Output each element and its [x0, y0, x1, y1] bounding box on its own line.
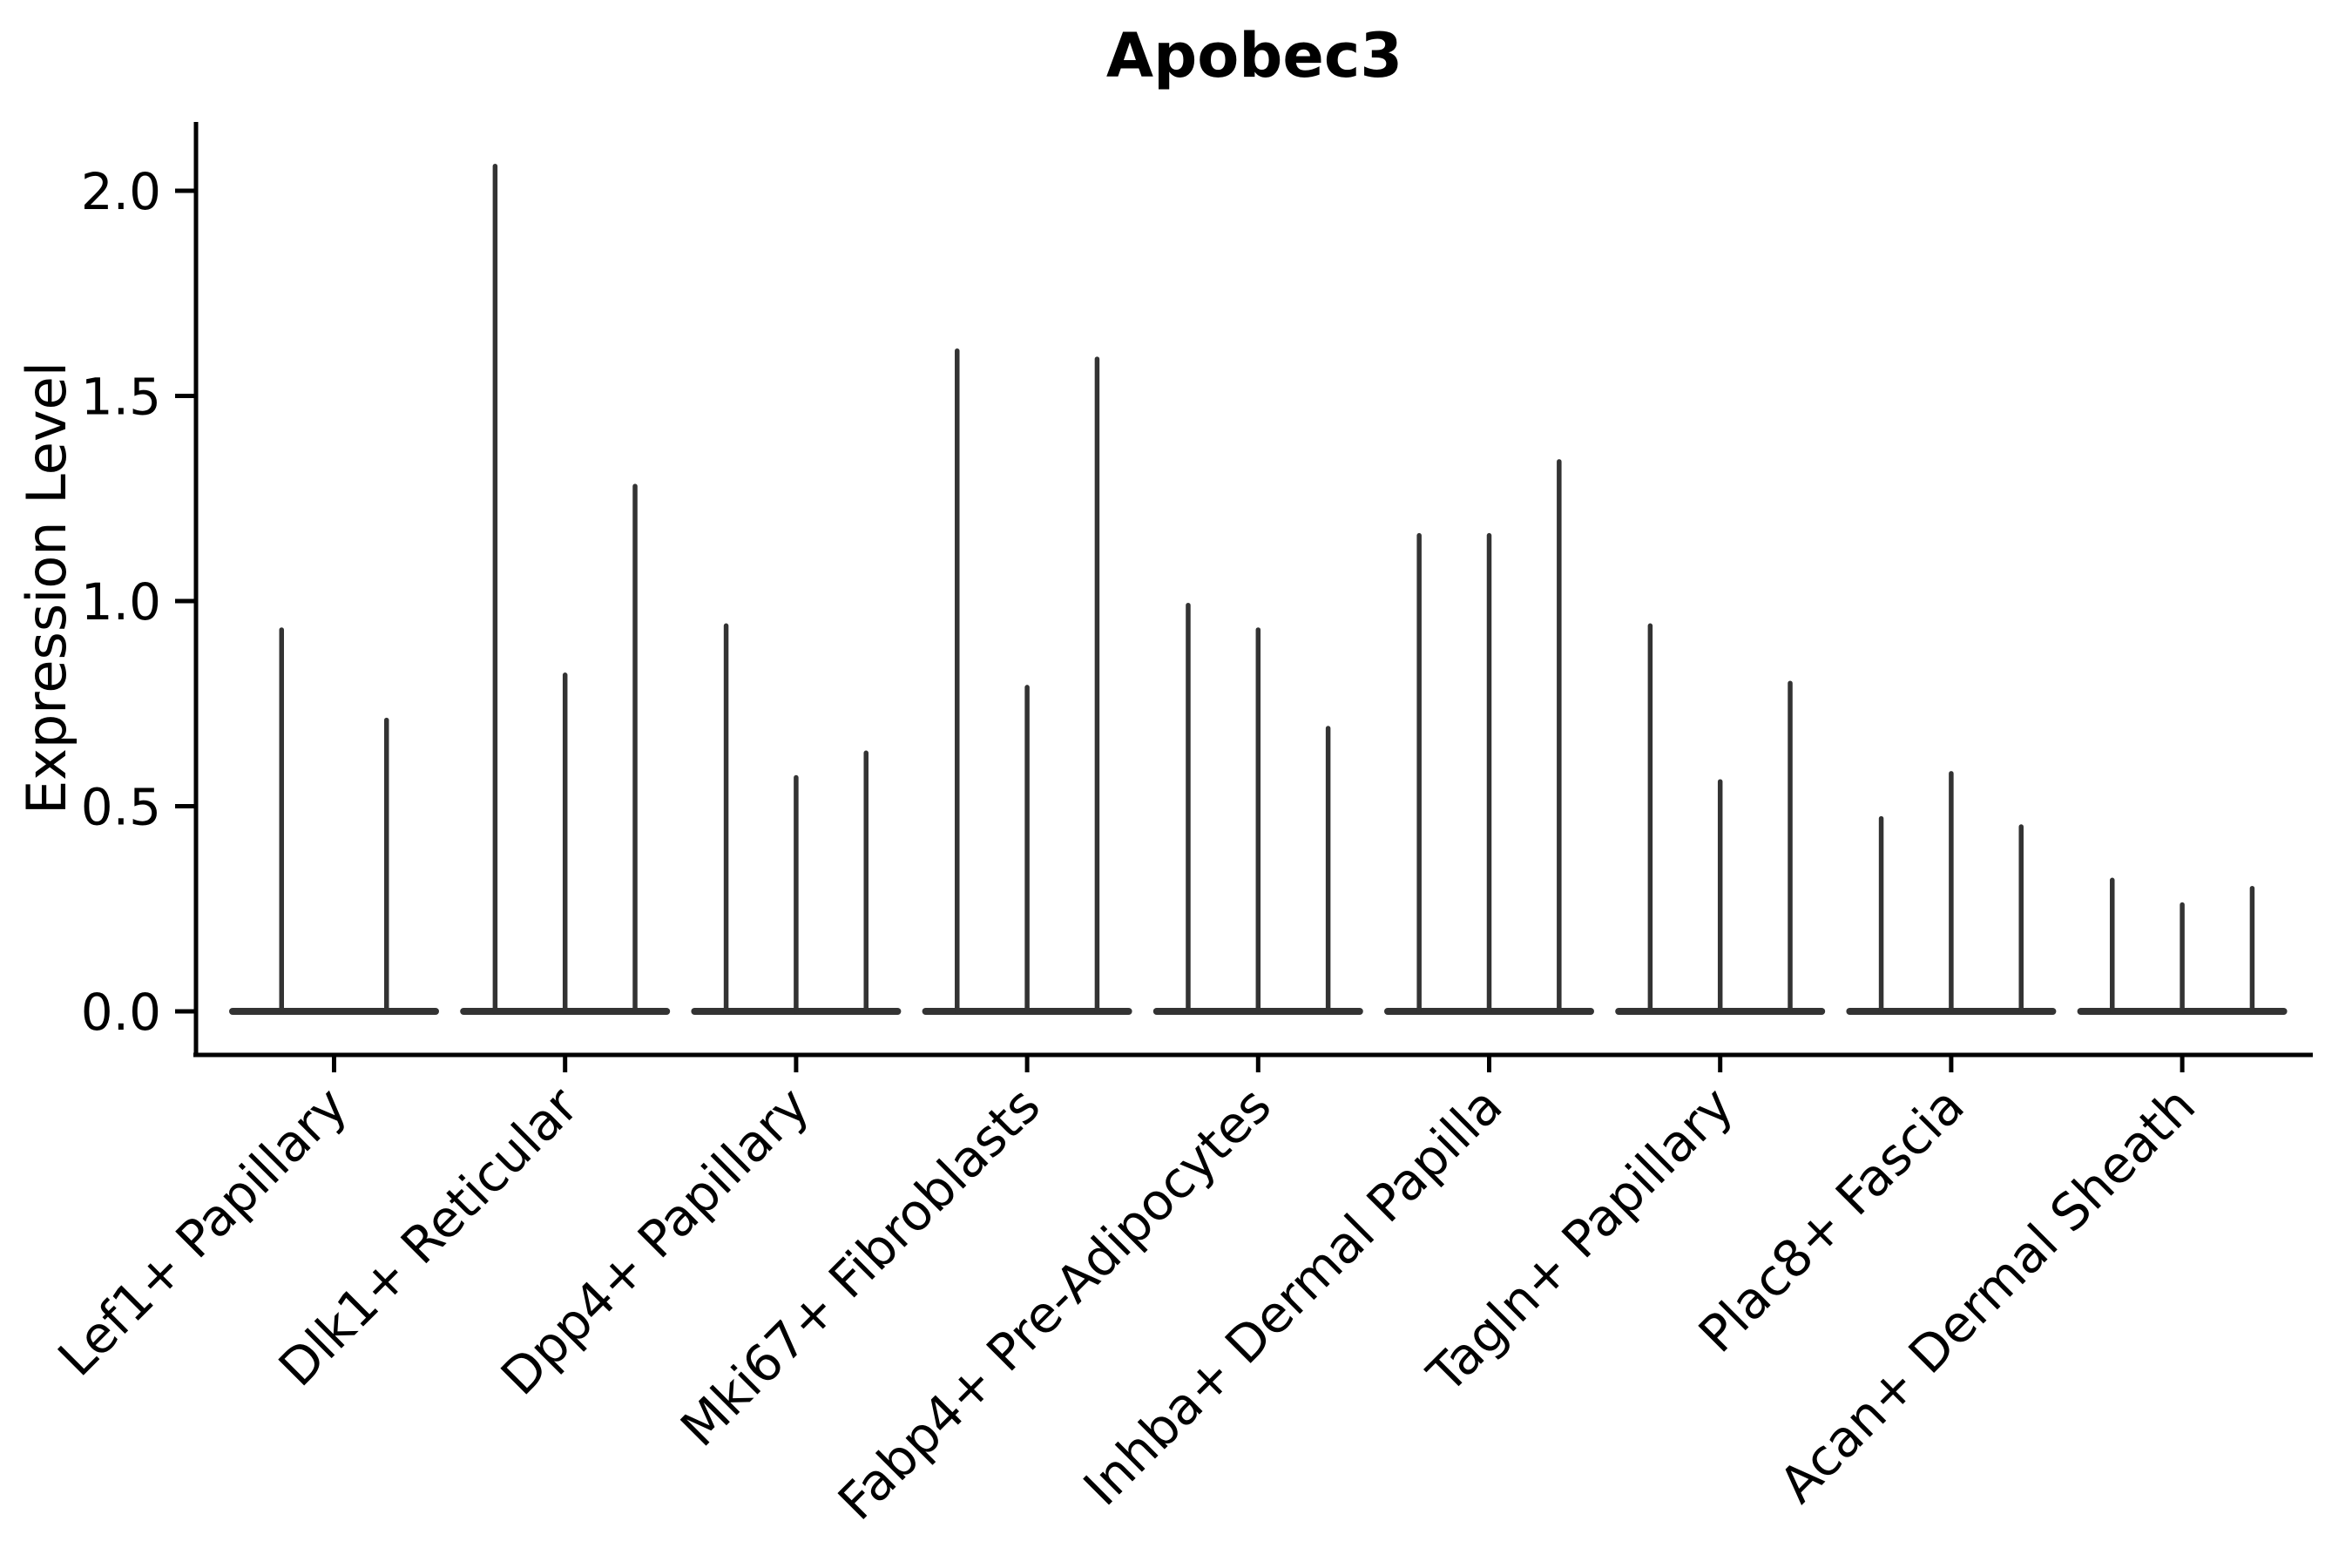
y-tick-label: 1.5	[81, 368, 161, 427]
x-tick-label: Inhba+ Dermal Papilla	[1072, 1076, 1514, 1517]
violins	[229, 163, 2288, 1015]
y-axis-ticks: 0.0 0.5 1.0 1.5 2.0	[81, 162, 196, 1042]
y-axis-label: Expression Level	[15, 362, 78, 814]
y-tick-label: 0.5	[81, 778, 161, 837]
y-tick-label: 1.0	[81, 572, 161, 632]
chart-title: Apobec3	[1106, 20, 1402, 91]
y-tick-label: 0.0	[81, 983, 161, 1042]
x-tick-label: Acan+ Dermal Sheath	[1768, 1076, 2207, 1514]
x-tick-label: Fabp4+ Pre-Adipocytes	[827, 1076, 1282, 1531]
y-tick-label: 2.0	[81, 162, 161, 221]
axes	[193, 122, 2313, 1058]
